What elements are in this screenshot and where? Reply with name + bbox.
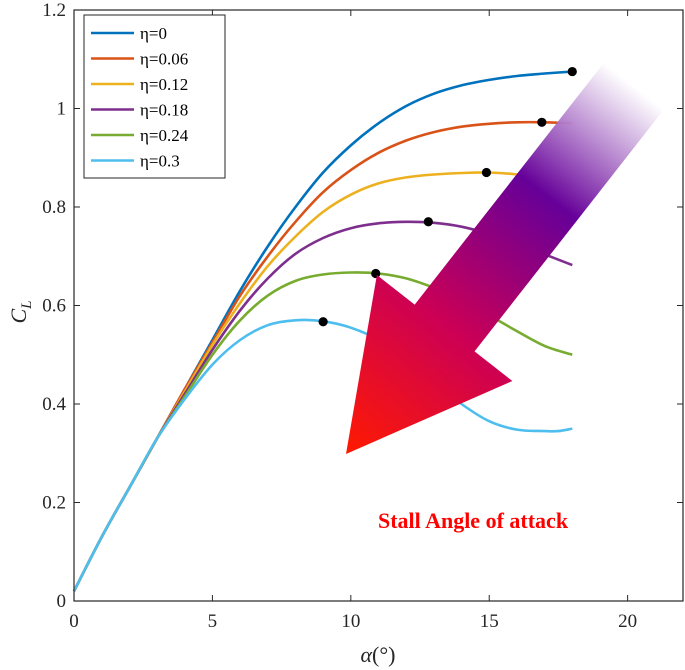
y-tick-label: 0.2: [42, 493, 66, 514]
axis-ticks: 0 5 10 15 20 0 0.2 0.4 0.6 0.8 1 1.2: [42, 0, 683, 632]
y-axis-symbol: C: [6, 309, 31, 324]
y-axis-label: CL: [6, 300, 35, 323]
y-axis-subscript: L: [19, 300, 35, 309]
y-tick-label: 0.6: [42, 296, 66, 317]
x-axis-label: α(°): [360, 642, 395, 667]
y-tick-label: 1: [57, 99, 67, 120]
y-tick-label: 1.2: [42, 0, 66, 21]
x-tick-label: 10: [341, 611, 360, 632]
x-tick-label: 0: [69, 611, 79, 632]
stall-point-1: [537, 117, 547, 127]
legend-box: [83, 14, 226, 179]
legend-label-4: η=0.24: [140, 126, 189, 145]
stall-trend-arrow: [346, 62, 664, 454]
stall-point-3: [423, 217, 433, 227]
legend-label-3: η=0.18: [140, 101, 188, 120]
x-axis-symbol: α: [360, 642, 372, 667]
y-tick-label: 0.4: [42, 394, 66, 415]
legend-label-5: η=0.3: [140, 152, 180, 171]
svg-text:CL: CL: [6, 300, 35, 323]
legend-label-1: η=0.06: [140, 50, 188, 69]
stall-point-4: [371, 268, 381, 279]
x-tick-label: 20: [618, 611, 637, 632]
legend: η=0 η=0.06 η=0.12 η=0.18 η=0.24 η=0.3: [83, 14, 226, 179]
y-tick-label: 0: [57, 591, 67, 612]
x-tick-label: 15: [480, 611, 499, 632]
plot-area: [72, 66, 577, 592]
legend-label-0: η=0: [140, 24, 167, 43]
stall-point-2: [481, 167, 492, 178]
series-line-5: [72, 318, 573, 592]
annotation-stall-angle: Stall Angle of attack: [378, 508, 569, 533]
svg-text:α(°): α(°): [360, 642, 395, 667]
legend-label-2: η=0.12: [140, 75, 188, 94]
x-axis-unit: (°): [372, 642, 395, 667]
x-tick-label: 5: [208, 611, 218, 632]
arrow-shape: [346, 62, 664, 454]
stall-point-5: [318, 317, 328, 327]
stall-point-0: [567, 66, 577, 77]
y-tick-label: 0.8: [42, 197, 66, 218]
